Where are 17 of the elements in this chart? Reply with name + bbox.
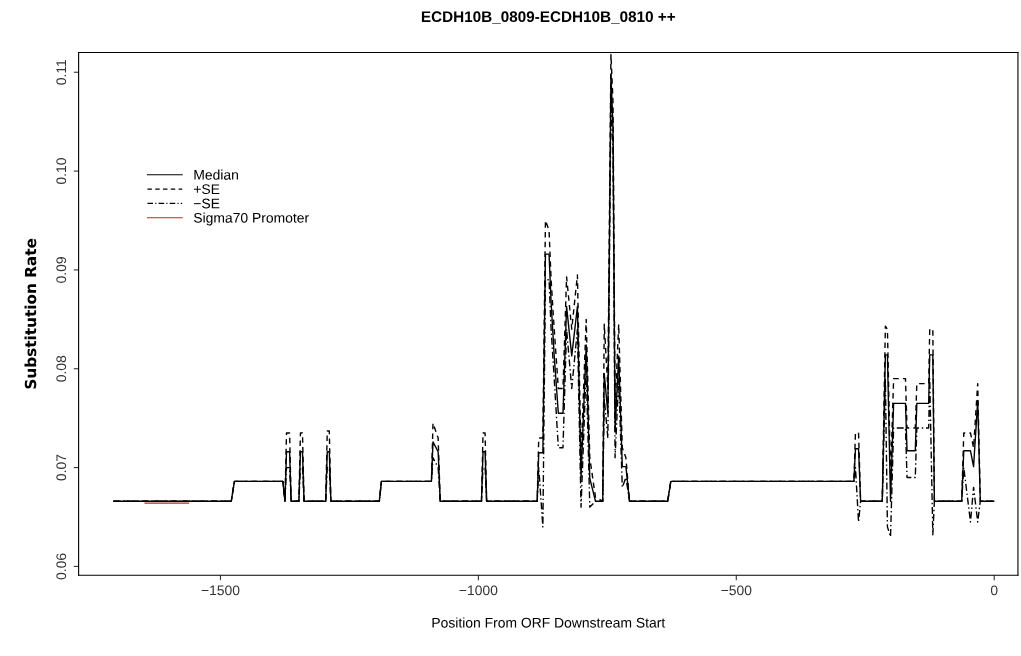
y-tick-label: 0.10 <box>56 158 67 185</box>
legend-label: −SE <box>194 198 220 209</box>
x-tick-label: −500 <box>721 585 752 596</box>
chart-title: ECDH10B_0809-ECDH10B_0810 ++ <box>421 11 676 24</box>
x-tick-label: 0 <box>990 585 998 596</box>
y-tick-label: 0.11 <box>56 59 67 85</box>
y-tick-label: 0.06 <box>56 553 67 580</box>
x-tick-label: −1500 <box>201 585 240 596</box>
x-axis-title: Position From ORF Downstream Start <box>432 617 666 628</box>
y-axis-title: Substitution Rate <box>24 238 37 389</box>
legend-label: Sigma70 Promoter <box>193 212 309 226</box>
legend-label: Median <box>194 169 238 180</box>
x-tick-label: −1000 <box>459 585 498 596</box>
y-tick-label: 0.07 <box>56 454 67 481</box>
legend-label: +SE <box>193 184 220 195</box>
y-tick-label: 0.09 <box>56 257 67 283</box>
y-tick-label: 0.08 <box>56 355 67 382</box>
